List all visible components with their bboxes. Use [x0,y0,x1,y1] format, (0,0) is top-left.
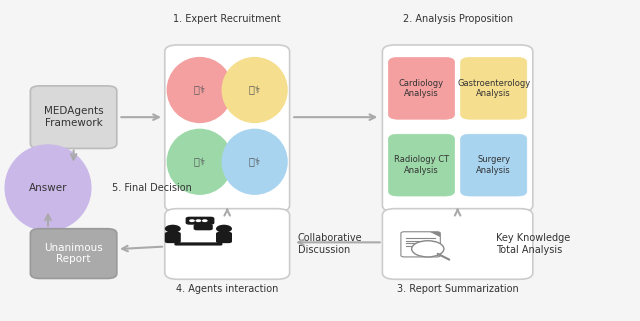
Circle shape [216,225,232,233]
Text: Answer: Answer [29,183,67,193]
Text: Radiology CT
Analysis: Radiology CT Analysis [394,155,449,175]
Text: 3. Report Summarization: 3. Report Summarization [397,284,518,294]
Text: Key Knowledge
Total Analysis: Key Knowledge Total Analysis [496,233,570,255]
FancyBboxPatch shape [388,134,454,196]
FancyBboxPatch shape [401,232,440,257]
Text: Cardiology
Analysis: Cardiology Analysis [399,79,444,98]
Text: 5. Final Decision: 5. Final Decision [112,183,192,193]
Text: 🧑‍⚕️: 🧑‍⚕️ [194,157,205,167]
FancyBboxPatch shape [186,217,214,225]
FancyBboxPatch shape [461,57,527,119]
Ellipse shape [221,57,288,123]
FancyBboxPatch shape [461,134,527,196]
FancyBboxPatch shape [31,229,116,279]
Circle shape [202,219,207,222]
Text: Surgery
Analysis: Surgery Analysis [476,155,511,175]
Text: MEDAgents
Framework: MEDAgents Framework [44,106,104,128]
FancyBboxPatch shape [31,86,116,148]
Text: 2. Analysis Proposition: 2. Analysis Proposition [403,14,513,24]
Ellipse shape [221,129,288,195]
Circle shape [165,225,181,233]
FancyBboxPatch shape [383,45,532,212]
FancyBboxPatch shape [164,45,289,212]
Text: 🧑‍⚕️: 🧑‍⚕️ [249,85,260,95]
Text: Gastroenterology
Analysis: Gastroenterology Analysis [457,79,531,98]
Circle shape [412,241,444,257]
FancyBboxPatch shape [388,57,454,119]
Circle shape [189,219,195,222]
Ellipse shape [166,57,233,123]
Text: Unanimous
Report: Unanimous Report [44,243,103,265]
Text: 🧑‍⚕️: 🧑‍⚕️ [194,85,205,95]
Text: 1. Expert Recruitment: 1. Expert Recruitment [173,14,281,24]
Polygon shape [429,232,440,237]
FancyBboxPatch shape [216,232,232,243]
FancyBboxPatch shape [193,224,212,230]
Circle shape [196,219,201,222]
FancyBboxPatch shape [383,209,532,279]
Ellipse shape [4,144,92,231]
FancyBboxPatch shape [174,242,223,246]
FancyBboxPatch shape [164,209,289,279]
Text: Collaborative
Discussion: Collaborative Discussion [298,233,362,255]
Text: 🧑‍⚕️: 🧑‍⚕️ [249,157,260,167]
Ellipse shape [166,129,233,195]
FancyBboxPatch shape [165,232,181,243]
Text: 4. Agents interaction: 4. Agents interaction [176,284,278,294]
